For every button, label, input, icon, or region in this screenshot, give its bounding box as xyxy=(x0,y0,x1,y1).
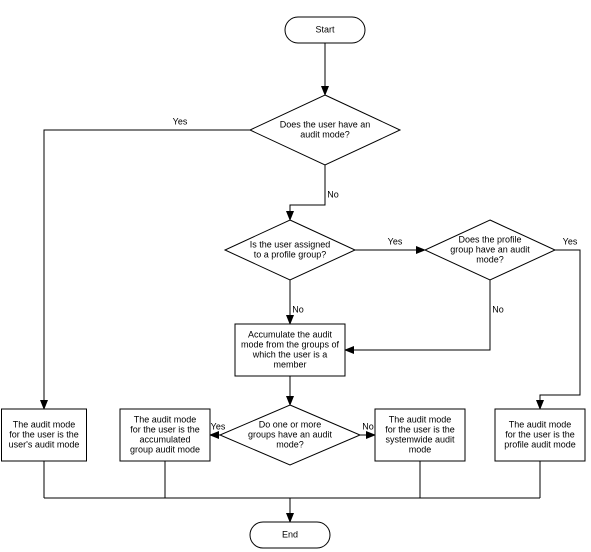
node-d1-text-1: audit mode? xyxy=(300,129,350,139)
node-d4-text-0: Do one or more xyxy=(259,419,322,429)
node-p1-text-3: member xyxy=(273,359,306,369)
node-end-text-0: End xyxy=(282,529,298,539)
edge-5-label: No xyxy=(492,304,504,314)
node-d4-text-2: mode? xyxy=(276,439,304,449)
node-r_sys-text-3: mode xyxy=(409,444,432,454)
node-p1-text-0: Accumulate the audit xyxy=(248,329,333,339)
node-r_user-text-1: for the user is the xyxy=(9,429,79,439)
edge-9-label: No xyxy=(362,421,374,431)
node-p1: Accumulate the auditmode from the groups… xyxy=(235,324,345,376)
node-r_accum-text-2: accumulated xyxy=(139,434,190,444)
node-r_sys: The audit modefor the user is thesystemw… xyxy=(375,409,465,461)
node-d1: Does the user have anaudit mode? xyxy=(250,95,400,165)
node-r_prof-text-1: for the user is the xyxy=(505,429,575,439)
node-d3-text-2: mode? xyxy=(476,254,504,264)
node-r_accum-text-1: for the user is the xyxy=(130,424,200,434)
edge-6 xyxy=(540,250,580,409)
edge-4-label: No xyxy=(292,304,304,314)
node-r_accum-text-0: The audit mode xyxy=(134,414,197,424)
node-r_accum: The audit modefor the user is theaccumul… xyxy=(120,409,210,461)
node-r_accum-text-3: group audit mode xyxy=(130,444,200,454)
node-r_sys-text-1: for the user is the xyxy=(385,424,455,434)
node-start: Start xyxy=(285,17,365,43)
edge-2-label: No xyxy=(327,189,339,199)
node-r_sys-text-2: systemwide audit xyxy=(385,434,455,444)
edge-2 xyxy=(290,165,325,220)
node-d4-text-1: groups have an audit xyxy=(248,429,333,439)
node-end: End xyxy=(250,522,330,548)
node-r_user-text-2: user's audit mode xyxy=(9,439,80,449)
node-p1-text-2: which the user is a xyxy=(252,349,328,359)
node-p1-text-1: mode from the groups of xyxy=(241,339,340,349)
node-d3-text-1: group have an audit xyxy=(450,244,530,254)
edge-3-label: Yes xyxy=(388,236,403,246)
node-d3: Does the profilegroup have an auditmode? xyxy=(425,220,555,280)
edge-1-label: Yes xyxy=(173,116,188,126)
node-start-text-0: Start xyxy=(315,24,335,34)
nodes-layer: Start Does the user have anaudit mode? Is … xyxy=(2,17,586,548)
node-r_user: The audit modefor the user is theuser's … xyxy=(2,409,87,461)
node-r_prof-text-0: The audit mode xyxy=(509,419,572,429)
flowchart-canvas: Yes No Yes No No Yes Yes No Start Does the user … xyxy=(0,0,591,552)
node-r_sys-text-0: The audit mode xyxy=(389,414,452,424)
edge-5 xyxy=(345,280,490,350)
node-d2: Is the user assignedto a profile group? xyxy=(225,220,355,280)
node-r_prof: The audit modefor the user is theprofile… xyxy=(495,409,585,461)
edge-6-label: Yes xyxy=(563,236,578,246)
node-r_user-text-0: The audit mode xyxy=(13,419,76,429)
node-d1-text-0: Does the user have an xyxy=(280,119,371,129)
edge-1 xyxy=(44,130,250,409)
node-d4: Do one or moregroups have an auditmode? xyxy=(220,405,360,465)
node-d2-text-1: to a profile group? xyxy=(254,249,327,259)
node-d2-text-0: Is the user assigned xyxy=(250,239,331,249)
node-r_prof-text-2: profile audit mode xyxy=(504,439,576,449)
node-d3-text-0: Does the profile xyxy=(458,234,521,244)
edge-8-label: Yes xyxy=(211,421,226,431)
